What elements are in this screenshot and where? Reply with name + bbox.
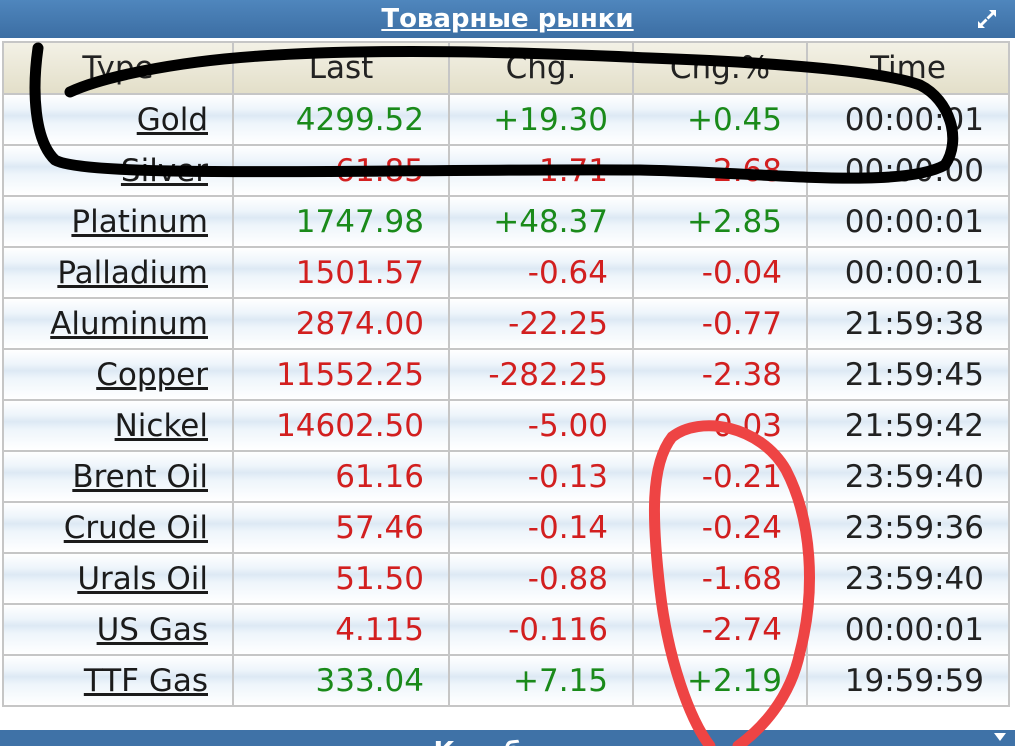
commodity-name[interactable]: TTF Gas (83, 662, 208, 699)
table-row: Aluminum 2874.00 -22.25 -0.77 21:59:38 (2, 297, 1010, 350)
table-row: Copper 11552.25 -282.25 -2.38 21:59:45 (2, 348, 1010, 401)
time-cell: 00:00:01 (806, 246, 1010, 299)
commodity-name-link[interactable]: Silver (2, 144, 234, 197)
last-price-cell: 4299.52 (232, 93, 450, 146)
commodity-name[interactable]: Urals Oil (77, 560, 208, 597)
change-percent-cell: +2.85 (632, 195, 808, 248)
commodity-name[interactable]: Brent Oil (72, 458, 208, 495)
last-price-cell: 14602.50 (232, 399, 450, 452)
table-body: Gold 4299.52 +19.30 +0.45 00:00:01 Silver 61.8… (2, 93, 1010, 707)
time-cell: 21:59:42 (806, 399, 1010, 452)
change-cell: -0.88 (448, 552, 634, 605)
time-cell: 00:00:01 (806, 603, 1010, 656)
commodity-name[interactable]: Copper (96, 356, 208, 393)
widget-title-link[interactable]: Товарные рынки (381, 4, 634, 34)
time-cell: 23:59:36 (806, 501, 1010, 554)
table-row: Silver 61.85 -1.71 -2.68 00:00:00 (2, 144, 1010, 197)
change-percent-cell: -2.74 (632, 603, 808, 656)
change-cell: +19.30 (448, 93, 634, 146)
commodity-name[interactable]: Palladium (57, 254, 208, 291)
column-header-chg-pct[interactable]: Chg.% (632, 41, 808, 95)
time-cell: 19:59:59 (806, 654, 1010, 707)
commodity-name[interactable]: Crude Oil (63, 509, 208, 546)
column-header-chg[interactable]: Chg. (448, 41, 634, 95)
table-row: US Gas 4.115 -0.116 -2.74 00:00:01 (2, 603, 1010, 656)
commodity-name-link[interactable]: US Gas (2, 603, 234, 656)
change-cell: +48.37 (448, 195, 634, 248)
commodity-name[interactable]: Nickel (114, 407, 208, 444)
last-price-cell: 51.50 (232, 552, 450, 605)
change-cell: -0.13 (448, 450, 634, 503)
change-cell: -22.25 (448, 297, 634, 350)
commodity-name-link[interactable]: Gold (2, 93, 234, 146)
last-price-cell: 61.16 (232, 450, 450, 503)
table-row: TTF Gas 333.04 +7.15 +2.19 19:59:59 (2, 654, 1010, 707)
expand-icon[interactable] (975, 7, 999, 31)
change-cell: -0.64 (448, 246, 634, 299)
time-cell: 00:00:01 (806, 195, 1010, 248)
last-price-cell: 4.115 (232, 603, 450, 656)
commodity-name-link[interactable]: Copper (2, 348, 234, 401)
change-percent-cell: +2.19 (632, 654, 808, 707)
table-row: Platinum 1747.98 +48.37 +2.85 00:00:01 (2, 195, 1010, 248)
time-cell: 21:59:38 (806, 297, 1010, 350)
commodity-name-link[interactable]: Palladium (2, 246, 234, 299)
commodity-name[interactable]: Aluminum (50, 305, 208, 342)
column-header-last[interactable]: Last (232, 41, 450, 95)
column-header-time[interactable]: Time (806, 41, 1010, 95)
time-cell: 23:59:40 (806, 450, 1010, 503)
commodities-table: Type Last Chg. Chg.% Time Gold 4299.52 +19… (2, 41, 1010, 707)
table-row: Nickel 14602.50 -5.00 -0.03 21:59:42 (2, 399, 1010, 452)
table-row: Gold 4299.52 +19.30 +0.45 00:00:01 (2, 93, 1010, 146)
last-price-cell: 2874.00 (232, 297, 450, 350)
change-percent-cell: -2.68 (632, 144, 808, 197)
last-price-cell: 1747.98 (232, 195, 450, 248)
last-price-cell: 333.04 (232, 654, 450, 707)
change-cell: -5.00 (448, 399, 634, 452)
table-row: Brent Oil 61.16 -0.13 -0.21 23:59:40 (2, 450, 1010, 503)
change-cell: -0.116 (448, 603, 634, 656)
change-cell: -282.25 (448, 348, 634, 401)
table-row: Palladium 1501.57 -0.64 -0.04 00:00:01 (2, 246, 1010, 299)
time-cell: 00:00:01 (806, 93, 1010, 146)
change-percent-cell: -0.04 (632, 246, 808, 299)
commodity-name-link[interactable]: Nickel (2, 399, 234, 452)
change-percent-cell: -0.24 (632, 501, 808, 554)
change-percent-cell: -0.03 (632, 399, 808, 452)
next-section-title[interactable]: К.....б...... (433, 737, 581, 746)
time-cell: 00:00:00 (806, 144, 1010, 197)
commodity-name-link[interactable]: Aluminum (2, 297, 234, 350)
change-percent-cell: -0.21 (632, 450, 808, 503)
commodity-name-link[interactable]: Urals Oil (2, 552, 234, 605)
table-row: Crude Oil 57.46 -0.14 -0.24 23:59:36 (2, 501, 1010, 554)
change-percent-cell: -2.38 (632, 348, 808, 401)
column-header-type[interactable]: Type (2, 41, 234, 95)
change-cell: -1.71 (448, 144, 634, 197)
time-cell: 21:59:45 (806, 348, 1010, 401)
last-price-cell: 61.85 (232, 144, 450, 197)
commodity-name[interactable]: Platinum (71, 203, 208, 240)
table-row: Urals Oil 51.50 -0.88 -1.68 23:59:40 (2, 552, 1010, 605)
change-percent-cell: -0.77 (632, 297, 808, 350)
commodity-name-link[interactable]: Crude Oil (2, 501, 234, 554)
change-cell: +7.15 (448, 654, 634, 707)
arrow-down-icon[interactable] (993, 732, 1007, 742)
last-price-cell: 57.46 (232, 501, 450, 554)
commodity-name[interactable]: US Gas (96, 611, 208, 648)
last-price-cell: 11552.25 (232, 348, 450, 401)
commodity-name-link[interactable]: Platinum (2, 195, 234, 248)
last-price-cell: 1501.57 (232, 246, 450, 299)
change-percent-cell: +0.45 (632, 93, 808, 146)
next-section-header: К.....б...... (0, 730, 1015, 746)
table-header-row: Type Last Chg. Chg.% Time (2, 41, 1010, 95)
widget-header: Товарные рынки (0, 0, 1015, 38)
commodity-name[interactable]: Gold (136, 101, 208, 138)
commodity-name[interactable]: Silver (120, 152, 208, 189)
time-cell: 23:59:40 (806, 552, 1010, 605)
commodity-name-link[interactable]: TTF Gas (2, 654, 234, 707)
change-percent-cell: -1.68 (632, 552, 808, 605)
change-cell: -0.14 (448, 501, 634, 554)
commodity-name-link[interactable]: Brent Oil (2, 450, 234, 503)
